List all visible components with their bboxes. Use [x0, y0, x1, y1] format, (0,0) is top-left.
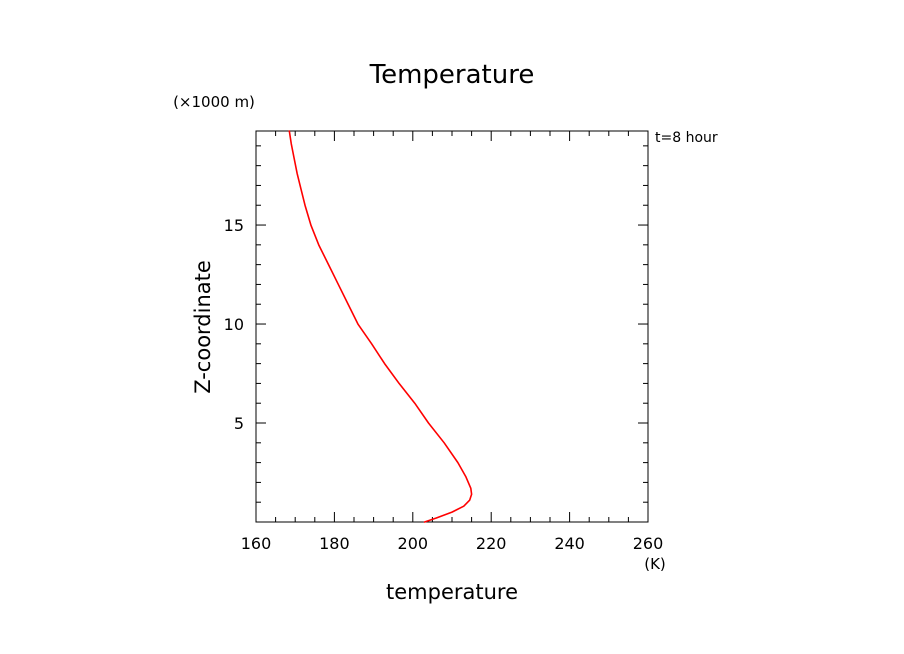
x-axis-label: temperature: [386, 580, 518, 604]
y-axis-label: Z-coordinate: [191, 260, 215, 394]
x-tick-label: 200: [398, 534, 429, 553]
chart-title: Temperature: [369, 60, 535, 90]
plot-frame: [255, 130, 649, 523]
y-tick-label: 15: [224, 216, 244, 235]
y-unit-label: (×1000 m): [173, 93, 255, 111]
x-tick-label: 240: [554, 534, 585, 553]
x-tick-label: 220: [476, 534, 507, 553]
axis-ticks: [255, 131, 649, 522]
x-tick-label: 260: [633, 534, 664, 553]
y-tick-label: 10: [224, 315, 244, 334]
temperature-series-line: [288, 130, 473, 523]
time-annotation: t=8 hour: [655, 130, 718, 146]
y-tick-label: 5: [234, 414, 244, 433]
x-tick-label: 180: [319, 534, 350, 553]
tick-labels: 160 180 200 220 240 260 5 10 15: [224, 216, 664, 553]
x-unit-label: (K): [644, 555, 666, 573]
x-tick-label: 160: [241, 534, 272, 553]
